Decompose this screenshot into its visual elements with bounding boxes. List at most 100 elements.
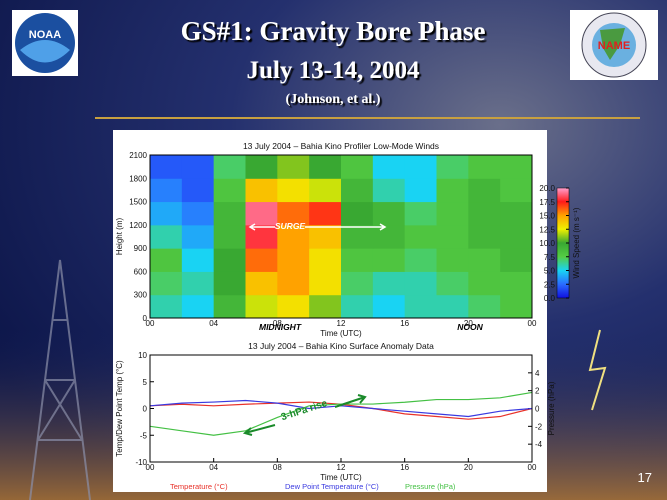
- colorbar-tick-label: 0.0: [544, 294, 556, 303]
- heat-cell: [309, 201, 342, 226]
- heat-cell: [436, 201, 469, 226]
- heat-cell: [150, 271, 183, 296]
- y2-tick-label: 4: [535, 369, 540, 378]
- heat-cell: [404, 294, 437, 319]
- colorbar-tick-label: 7.5: [544, 253, 556, 262]
- heat-cell: [245, 271, 278, 296]
- heat-cell: [309, 155, 342, 179]
- heat-cell: [213, 224, 246, 249]
- heat-cell: [150, 201, 183, 226]
- heat-cell: [436, 294, 469, 319]
- heat-cell: [372, 294, 406, 319]
- logo-text: NAME: [598, 40, 630, 52]
- heat-cell: [468, 224, 501, 249]
- y-tick-label: 10: [138, 351, 147, 360]
- slide-number: 17: [638, 470, 652, 485]
- x-axis-label: Time (UTC): [320, 473, 362, 482]
- heat-cell: [468, 201, 501, 226]
- rise-arrow: [242, 394, 367, 436]
- chart-title: 13 July 2004 – Bahia Kino Surface Anomal…: [248, 341, 434, 351]
- title-line: GS#1: Gravity Bore Phase: [181, 16, 486, 46]
- y-tick-label: 0: [143, 314, 148, 323]
- x-tick-label: 04: [209, 463, 218, 472]
- heat-cell: [468, 248, 501, 272]
- heat-cell: [277, 224, 310, 249]
- plot-frame: [149, 354, 533, 463]
- heat-cell: [468, 178, 501, 203]
- heat-cell: [213, 271, 246, 296]
- heat-cell: [500, 201, 533, 226]
- heat-cell: [372, 155, 406, 179]
- heat-cell: [468, 294, 501, 319]
- annotation: NOON: [457, 322, 483, 332]
- heat-cell: [245, 294, 278, 319]
- heat-cell: [468, 155, 501, 179]
- heat-cell: [372, 248, 406, 272]
- colorbar-tick-label: 12.5: [539, 225, 555, 234]
- x-tick-label: 16: [400, 463, 409, 472]
- y2-tick-label: 0: [535, 405, 540, 414]
- heat-cell: [404, 224, 437, 249]
- y2-tick-label: -4: [535, 440, 543, 449]
- heat-cell: [181, 294, 215, 319]
- logo-text: NOAA: [29, 29, 61, 41]
- x-tick-label: 00: [146, 319, 155, 328]
- y-tick-label: 300: [134, 291, 148, 300]
- colorbar-tick-label: 20.0: [539, 184, 555, 193]
- x-tick-label: 16: [400, 319, 409, 328]
- y-tick-label: 1200: [129, 221, 147, 230]
- heat-cell: [404, 155, 437, 179]
- y-tick-label: 1500: [129, 198, 147, 207]
- heat-cell: [213, 155, 246, 179]
- heat-cell: [277, 248, 310, 272]
- heat-cell: [150, 248, 183, 272]
- heat-cell: [309, 294, 342, 319]
- y-tick-label: 600: [134, 267, 148, 276]
- x-tick-label: 08: [273, 463, 282, 472]
- heat-cell: [213, 201, 246, 226]
- colorbar-tick-label: 10.0: [539, 239, 555, 248]
- plot-frame: [149, 154, 533, 319]
- heat-cell: [436, 224, 469, 249]
- heat-cell: [213, 248, 246, 272]
- heat-cell: [468, 271, 501, 296]
- lightning: [588, 329, 607, 411]
- heat-cell: [436, 248, 469, 272]
- heat-cell: [277, 294, 310, 319]
- tower: [29, 259, 91, 500]
- heat-cell: [341, 201, 374, 226]
- colorbar-tick-label: 2.5: [544, 280, 556, 289]
- heat-cell: [404, 271, 437, 296]
- heat-cell: [500, 224, 533, 249]
- legend-entry: Dew Point Temperature (°C): [285, 482, 379, 491]
- heat-cell: [372, 224, 406, 249]
- chart-title: 13 July 2004 – Bahia Kino Profiler Low-M…: [243, 141, 439, 151]
- logo-wave: [20, 40, 70, 63]
- heat-cell: [181, 224, 215, 249]
- heat-cell: [341, 178, 374, 203]
- heat-cell: [404, 248, 437, 272]
- y-tick-label: -5: [140, 431, 148, 440]
- x-axis-label: Time (UTC): [320, 329, 362, 338]
- x-tick-label: 00: [528, 463, 537, 472]
- heat-cell: [277, 155, 310, 179]
- colorbar-tick-label: 15.0: [539, 212, 555, 221]
- heat-cell: [341, 248, 374, 272]
- heat-cell: [500, 294, 533, 319]
- x-tick-label: 00: [528, 319, 537, 328]
- y2-tick-label: -2: [535, 422, 543, 431]
- heat-cell: [245, 178, 278, 203]
- heat-cell: [181, 201, 215, 226]
- y-tick-label: 5: [143, 378, 148, 387]
- heat-cell: [277, 271, 310, 296]
- heat-cell: [245, 248, 278, 272]
- heat-cell: [181, 271, 215, 296]
- heat-cell: [277, 201, 310, 226]
- heat-cell: [181, 178, 215, 203]
- heat-cell: [500, 178, 533, 203]
- heat-cell: [245, 224, 278, 249]
- heat-cell: [372, 271, 406, 296]
- colorbar-tick-label: 17.5: [539, 198, 555, 207]
- y-tick-label: 0: [143, 405, 148, 414]
